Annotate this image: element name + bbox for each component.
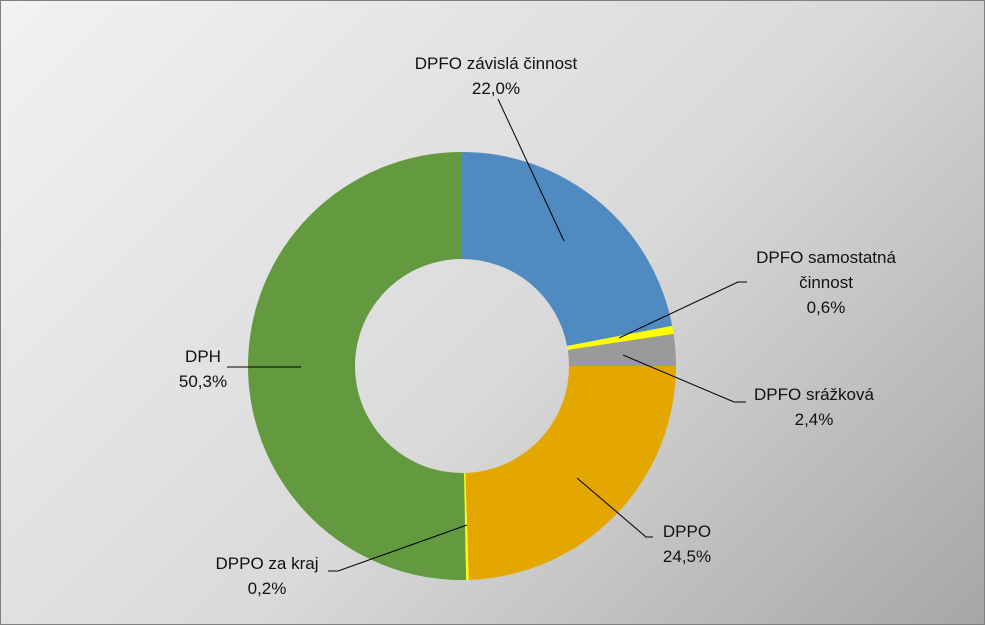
data-label-dppo-za-kraj: DPPO za kraj 0,2% [216,554,319,598]
slice-percent: 22,0% [472,79,520,98]
data-label-dpfo-samostatna-cinnost: DPFO samostatná činnost 0,6% [756,248,896,317]
leader-line-dppo-za-kraj [328,524,468,572]
slice-dph [248,152,467,580]
slice-dppo-za-kraj [464,472,469,580]
slice-name: DPPO [663,522,711,541]
slice-percent: 24,5% [663,547,711,566]
slice-name: DPFO samostatná [756,248,896,267]
slice-dpfo-zavisla-cinnost [462,152,673,346]
data-label-dph: DPH 50,3% [179,347,227,391]
slice-percent: 0,2% [248,579,287,598]
slice-dppo [465,366,676,580]
data-label-dpfo-zavisla-cinnost: DPFO závislá činnost 22,0% [415,54,578,98]
data-label-dppo: DPPO 24,5% [663,522,711,566]
slice-name: činnost [799,273,853,292]
slice-percent: 2,4% [795,410,834,429]
slice-percent: 50,3% [179,372,227,391]
slice-dpfo-srazkova [567,333,676,366]
slice-percent: 0,6% [807,298,846,317]
slice-name: DPFO srážková [754,385,875,404]
data-label-dpfo-srazkova: DPFO srážková 2,4% [754,385,875,429]
slice-name: DPH [185,347,221,366]
leader-line-dpfo-zavisla-cinnost [497,98,565,242]
leader-line-dpfo-samostatna-cinnost [618,281,747,339]
slice-name: DPFO závislá činnost [415,54,578,73]
slice-name: DPPO za kraj [216,554,319,573]
leader-line-dpfo-srazkova [622,354,746,403]
leader-line-dppo [576,477,653,538]
